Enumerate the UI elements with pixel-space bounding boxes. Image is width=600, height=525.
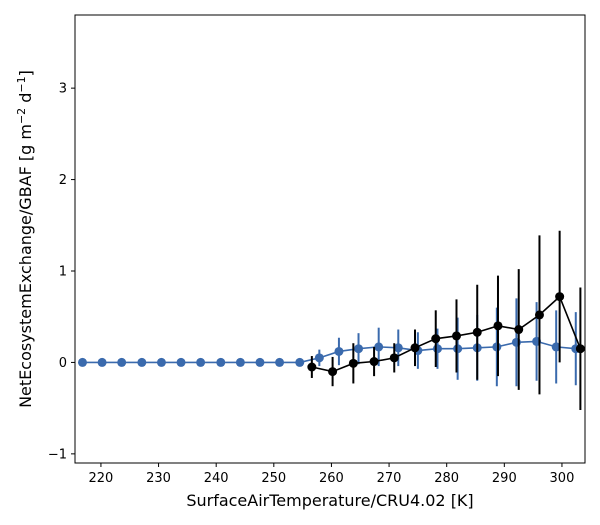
data-point bbox=[534, 310, 544, 320]
data-point bbox=[328, 367, 338, 377]
data-point bbox=[575, 344, 585, 354]
data-point bbox=[97, 357, 107, 367]
x-tick-label: 260 bbox=[319, 471, 344, 486]
data-point bbox=[196, 357, 206, 367]
data-point bbox=[555, 292, 565, 302]
data-point bbox=[235, 357, 245, 367]
y-axis-label-mid: d bbox=[16, 93, 35, 108]
data-point bbox=[334, 346, 344, 356]
y-axis-label: NetEcosystemExchange/GBAF [g m−2 d−1] bbox=[15, 70, 35, 408]
data-point bbox=[216, 357, 226, 367]
data-point bbox=[354, 344, 364, 354]
x-axis-label: SurfaceAirTemperature/CRU4.02 [K] bbox=[186, 491, 473, 510]
x-tick-label: 280 bbox=[434, 471, 459, 486]
data-point bbox=[348, 358, 358, 368]
data-point bbox=[307, 362, 317, 372]
data-point bbox=[393, 343, 403, 353]
series-1 bbox=[307, 230, 585, 410]
data-point bbox=[374, 342, 384, 352]
x-tick-label: 240 bbox=[204, 471, 229, 486]
data-point bbox=[451, 331, 461, 341]
data-point bbox=[389, 353, 399, 363]
data-point bbox=[137, 357, 147, 367]
data-point bbox=[492, 342, 502, 352]
ticks: 220 230 240 250 260 270 280 290 300 −1 0 1 2 3 bbox=[48, 82, 575, 486]
series-layer bbox=[77, 230, 585, 410]
y-axis-label-end: ] bbox=[16, 70, 35, 76]
data-point bbox=[369, 357, 379, 367]
x-tick-label: 300 bbox=[550, 471, 575, 486]
y-tick-label: 1 bbox=[59, 265, 67, 280]
data-point bbox=[295, 357, 305, 367]
data-point bbox=[514, 325, 524, 335]
data-point bbox=[275, 357, 285, 367]
data-point bbox=[432, 344, 442, 354]
data-point bbox=[176, 357, 186, 367]
data-point bbox=[453, 344, 463, 354]
x-tick-label: 230 bbox=[146, 471, 171, 486]
data-point bbox=[77, 357, 87, 367]
y-tick-label: −1 bbox=[48, 447, 67, 462]
data-point bbox=[410, 343, 420, 353]
x-tick-label: 220 bbox=[89, 471, 114, 486]
data-point bbox=[117, 357, 127, 367]
plot-frame bbox=[74, 14, 586, 464]
y-tick-label: 3 bbox=[59, 82, 67, 97]
y-axis-label-sup1: −2 bbox=[15, 108, 28, 124]
data-point bbox=[156, 357, 166, 367]
data-point bbox=[431, 334, 441, 344]
x-tick-label: 290 bbox=[492, 471, 517, 486]
x-tick-label: 250 bbox=[261, 471, 286, 486]
data-point bbox=[255, 357, 265, 367]
data-point bbox=[314, 353, 324, 363]
x-tick-label: 270 bbox=[377, 471, 402, 486]
y-axis-label-sup2: −1 bbox=[15, 76, 28, 92]
plot-area bbox=[75, 15, 585, 463]
data-point bbox=[493, 321, 503, 331]
data-point bbox=[472, 327, 482, 337]
data-point bbox=[551, 342, 561, 352]
y-axis-label-main: NetEcosystemExchange/GBAF [g m bbox=[16, 124, 35, 408]
y-tick-label: 2 bbox=[59, 173, 67, 188]
y-tick-label: 0 bbox=[59, 356, 67, 371]
